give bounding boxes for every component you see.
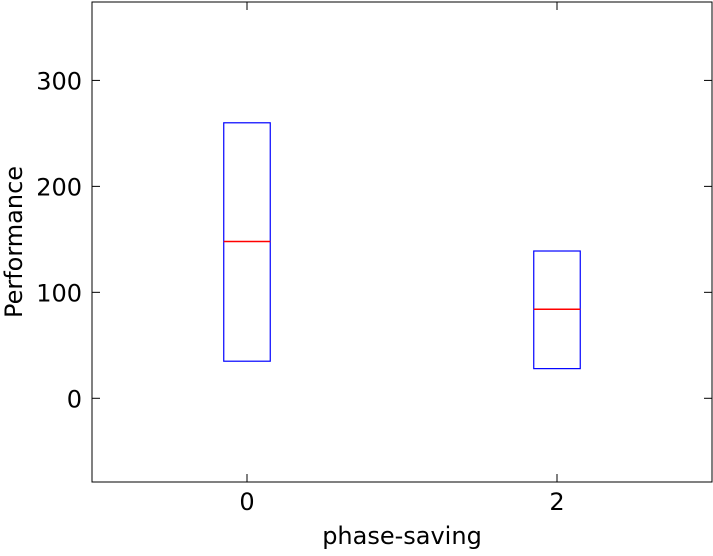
x-axis-label: phase-saving (322, 522, 482, 550)
x-tick-label: 2 (549, 488, 564, 516)
y-axis-label: Performance (0, 166, 28, 318)
plot-frame (91, 1, 713, 483)
x-tick-label: 0 (239, 488, 254, 516)
y-tick-label: 100 (36, 279, 82, 307)
y-tick-label: 0 (67, 385, 82, 413)
y-tick-label: 200 (36, 173, 82, 201)
y-tick-label: 300 (36, 67, 82, 95)
